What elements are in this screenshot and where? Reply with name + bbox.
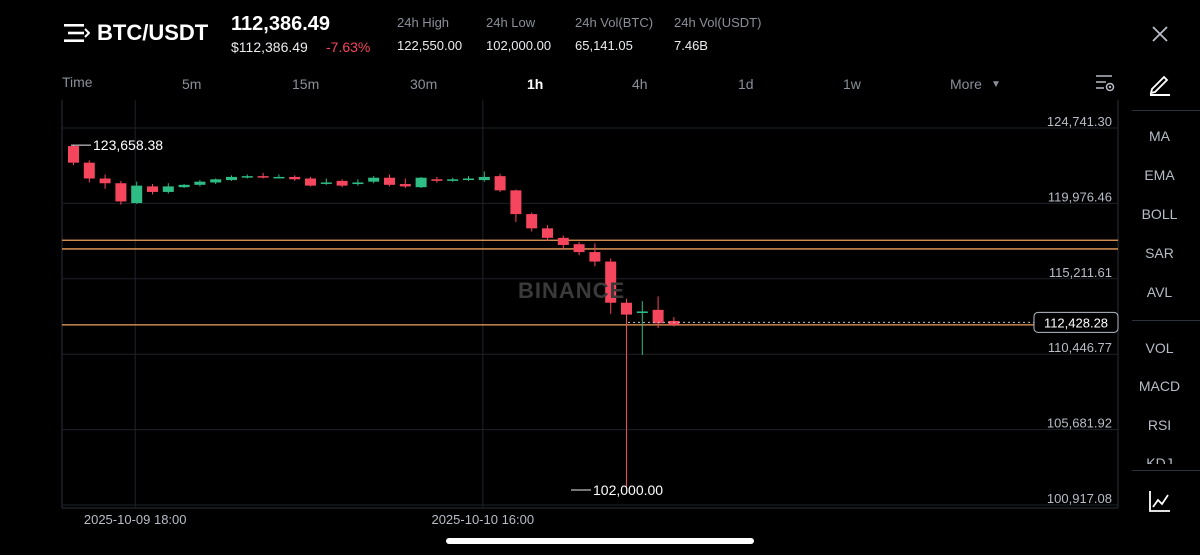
indicator-kdj[interactable]: KDJ: [1146, 455, 1173, 464]
price-axis-label: 115,211.61: [1049, 265, 1112, 280]
low-annotation-label: 102,000.00: [593, 482, 663, 498]
candle-body: [478, 176, 490, 181]
price-axis-label: 100,917.08: [1047, 491, 1112, 506]
time-axis-label: 2025-10-09 18:00: [84, 512, 187, 527]
indicator-vol[interactable]: VOL: [1145, 340, 1174, 356]
stat-24h-vol-btc-label: 24h Vol(BTC): [575, 15, 654, 30]
trading-pair-title[interactable]: BTC/USDT: [97, 20, 209, 45]
tab-time[interactable]: Time: [62, 74, 93, 90]
candle-body: [162, 186, 174, 192]
indicator-boll[interactable]: BOLL: [1141, 206, 1178, 222]
candle-body: [131, 185, 143, 204]
candle-body: [463, 178, 474, 180]
high-annotation-label: 123,658.38: [93, 137, 163, 153]
close-icon[interactable]: [1150, 24, 1170, 44]
price-axis-label: 124,741.30: [1047, 114, 1112, 129]
tab-4h[interactable]: 4h: [632, 76, 648, 92]
candle-body: [336, 180, 348, 186]
tab-more[interactable]: More: [950, 76, 982, 92]
tab-1d[interactable]: 1d: [738, 76, 754, 92]
candle-body: [621, 302, 632, 315]
tab-15m[interactable]: 15m: [292, 76, 320, 92]
draw-tool-icon[interactable]: [1147, 70, 1173, 96]
candle-body: [415, 177, 427, 188]
candlestick-chart[interactable]: 124,741.30 119,976.46 115,211.61 110,446.77…: [0, 0, 1125, 530]
candle-body: [668, 320, 680, 325]
indicator-ma[interactable]: MA: [1149, 128, 1170, 144]
candle-body: [305, 178, 316, 186]
candle-body: [210, 179, 222, 183]
candle-body: [557, 237, 569, 245]
tab-5m[interactable]: 5m: [182, 76, 202, 92]
candle-body: [289, 176, 301, 180]
tab-1w[interactable]: 1w: [843, 76, 861, 92]
stat-24h-vol-usdt-label: 24h Vol(USDT): [674, 15, 762, 30]
chevron-down-icon: ▼: [991, 79, 1001, 90]
fiat-price: $112,386.49: [231, 39, 308, 55]
candle-body: [99, 178, 111, 184]
tab-30m[interactable]: 30m: [410, 76, 438, 92]
divider: [1132, 320, 1200, 321]
indicator-avl[interactable]: AVL: [1146, 284, 1173, 300]
stat-24h-low-label: 24h Low: [486, 15, 536, 30]
indicator-ema[interactable]: EMA: [1144, 167, 1175, 183]
candle-body: [636, 311, 648, 314]
candle-body: [368, 177, 380, 182]
candle-body: [510, 190, 522, 215]
candle-body: [431, 179, 443, 181]
divider: [1132, 110, 1200, 111]
chart-settings-icon[interactable]: [1094, 72, 1116, 94]
candle-body: [194, 181, 206, 185]
stat-24h-high-label: 24h High: [397, 15, 450, 30]
menu-icon[interactable]: [64, 22, 90, 44]
candle-body: [68, 146, 79, 163]
candle-body: [494, 176, 506, 191]
price-axis-label: 119,976.46: [1048, 189, 1112, 204]
candle-body: [273, 176, 285, 179]
candle-body: [652, 309, 664, 324]
indicator-macd[interactable]: MACD: [1138, 378, 1181, 394]
candle-body: [241, 176, 253, 178]
tab-1h[interactable]: 1h: [527, 76, 544, 92]
candle-body: [352, 182, 364, 185]
price-axis-label: 105,681.92: [1047, 416, 1112, 431]
candle-body: [384, 177, 395, 185]
candle-body: [147, 186, 158, 192]
divider: [1132, 470, 1200, 471]
candle-body: [115, 183, 127, 202]
candle-body: [257, 176, 269, 178]
stat-24h-low-value: 102,000.00: [486, 38, 552, 53]
stat-24h-high-value: 122,550.00: [397, 38, 463, 53]
current-price-tag: [1033, 311, 1119, 333]
candle-body: [526, 214, 538, 229]
candle-body: [320, 182, 332, 184]
time-axis-label: 2025-10-10 16:00: [431, 512, 534, 527]
stat-24h-vol-btc-value: 65,141.05: [575, 38, 633, 53]
candle-body: [447, 179, 459, 181]
stat-24h-vol-usdt-value: 7.46B: [674, 38, 708, 53]
last-price: 112,386.49: [231, 13, 330, 35]
price-axis-label: 110,446.77: [1048, 340, 1112, 355]
candle-body: [542, 228, 553, 238]
candle-body: [226, 176, 237, 181]
candle-body: [399, 184, 411, 187]
indicator-sar[interactable]: SAR: [1145, 245, 1174, 261]
current-price-label: 112,428.28: [1044, 315, 1108, 330]
candle-body: [605, 261, 617, 303]
indicator-rsi[interactable]: RSI: [1147, 417, 1172, 433]
watermark-text: BINANCE: [518, 278, 626, 303]
home-indicator: [446, 538, 754, 544]
candle-body: [178, 184, 190, 188]
candle-body: [573, 244, 585, 253]
price-change-percent: -7.63%: [326, 39, 371, 55]
candle-body: [83, 162, 95, 179]
candle-body: [589, 252, 601, 262]
chart-type-icon[interactable]: [1147, 488, 1173, 514]
